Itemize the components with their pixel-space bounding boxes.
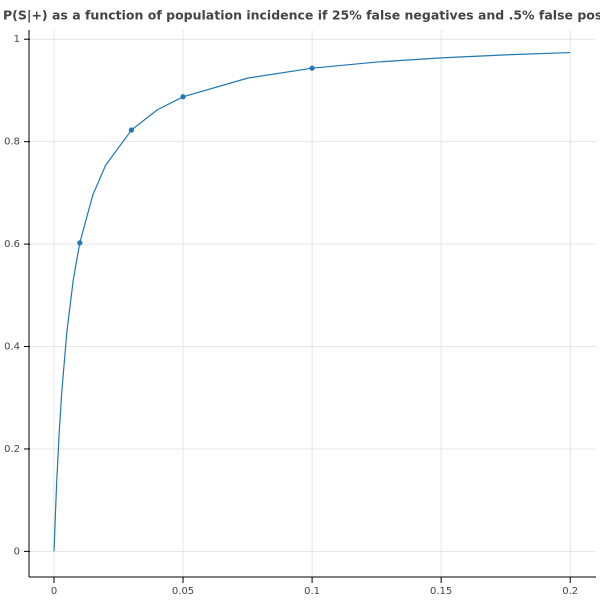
x-tick-label: 0.05 xyxy=(172,586,194,597)
x-tick-label: 0.2 xyxy=(562,586,578,597)
point xyxy=(77,240,83,246)
line xyxy=(53,51,571,552)
point xyxy=(309,65,315,71)
y-tick-label: 0.4 xyxy=(4,342,20,353)
y-tick-label: 0 xyxy=(14,546,20,557)
y-tick-label: 0.6 xyxy=(4,239,20,250)
x-tick-label: 0.1 xyxy=(304,586,320,597)
x-tick-label: 0 xyxy=(51,586,57,597)
point xyxy=(180,94,186,100)
y-tick-label: 1 xyxy=(14,34,20,45)
chart-title: P(S|+) as a function of population incid… xyxy=(3,8,600,23)
x-tick-label: 0.15 xyxy=(430,586,452,597)
point xyxy=(128,127,135,133)
y-tick-label: 0.8 xyxy=(4,137,20,148)
y-tick-label: 0.2 xyxy=(4,444,20,455)
